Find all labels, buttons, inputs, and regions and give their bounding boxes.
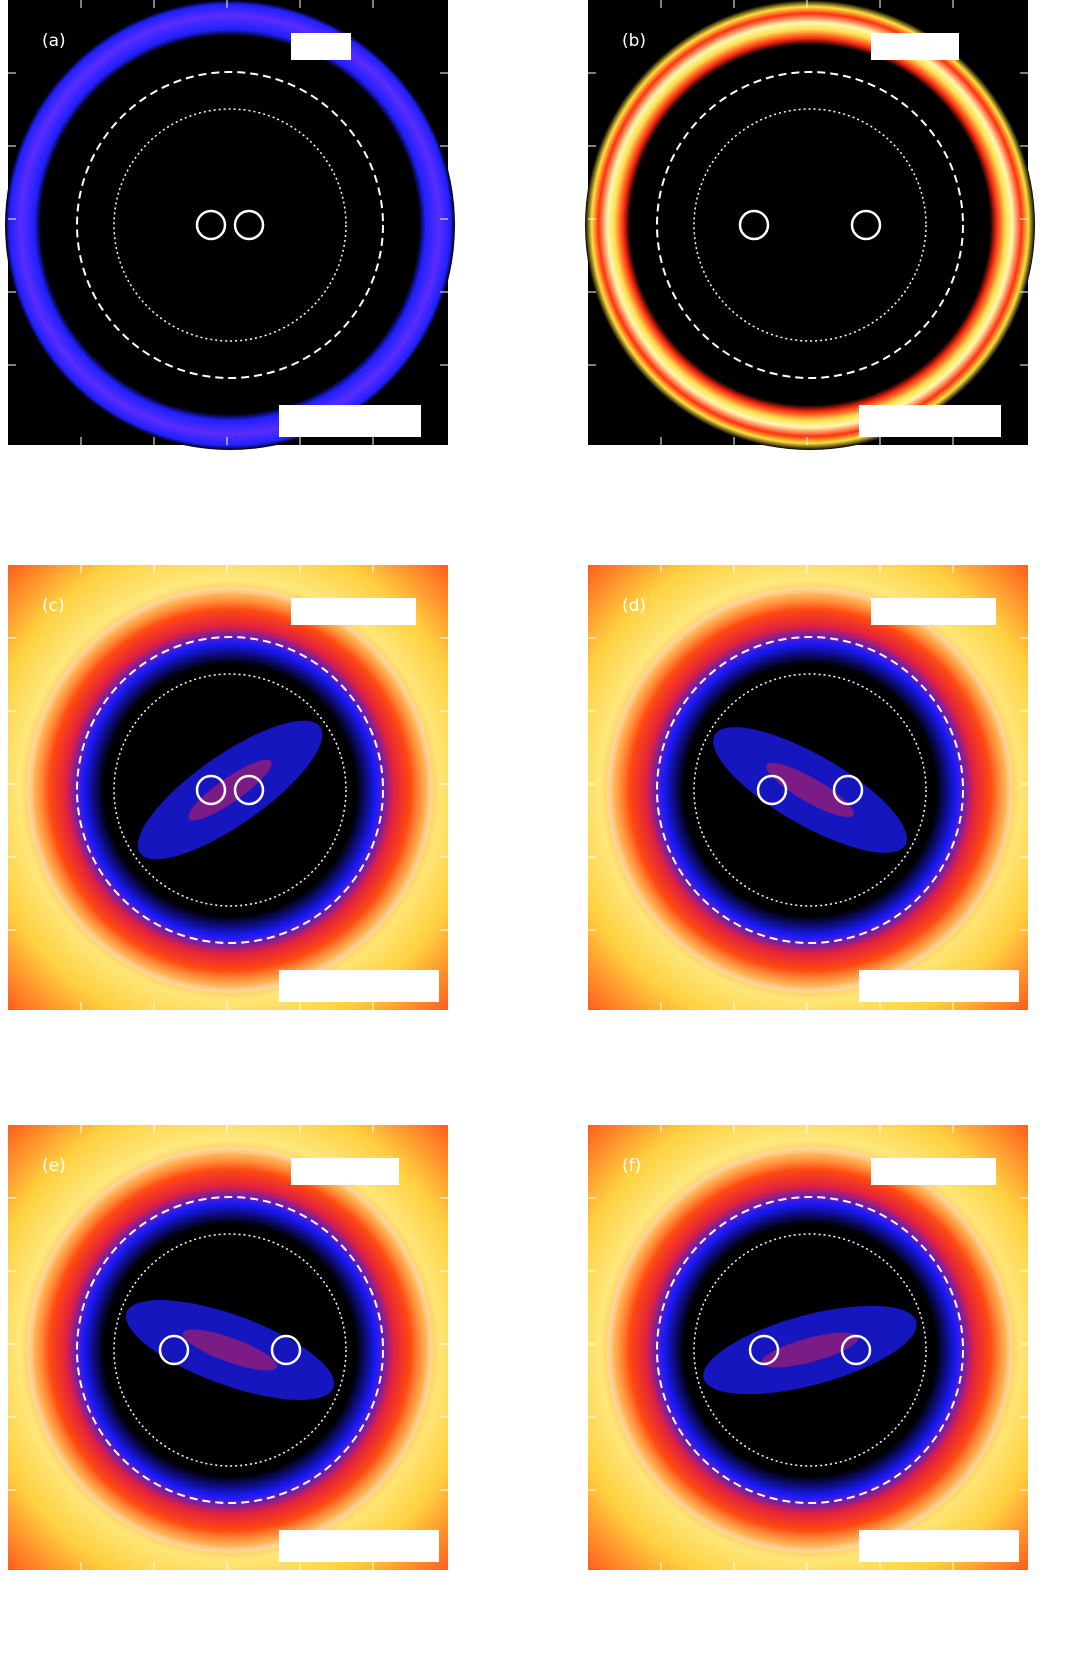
redaction-box [279,1530,439,1562]
dashed-circle [656,71,964,379]
panel: (c) [8,565,448,1010]
redaction-box [871,1158,996,1185]
panel: (e) [8,1125,448,1570]
panel: (f) [588,1125,1028,1570]
dotted-circle [693,108,927,342]
binary-star [195,774,227,806]
binary-star [738,209,770,241]
binary-star [270,1334,302,1366]
binary-star [756,774,788,806]
panel: (b) [585,0,1035,450]
redaction-box [291,598,416,625]
panel-label: (f) [622,1156,641,1176]
dotted-circle [113,1233,347,1467]
binary-star [158,1334,190,1366]
dotted-circle [113,108,347,342]
binary-star [233,209,265,241]
panel-label: (a) [42,31,66,51]
stream-core [761,1332,859,1368]
dotted-circle [693,673,927,907]
dashed-circle [656,636,964,944]
redaction-box [859,1530,1019,1562]
redaction-box [279,970,439,1002]
panel-label: (b) [622,31,646,51]
panel-label: (d) [622,596,646,616]
stream-core [182,1329,278,1371]
dashed-circle [76,1196,384,1504]
density-ring [5,0,455,450]
binary-star [748,1334,780,1366]
binary-star [195,209,227,241]
redaction-box [871,33,959,60]
panel: (a) [5,0,455,450]
panel-label: (c) [42,596,65,616]
binary-star [840,1334,872,1366]
dotted-circle [693,1233,927,1467]
panel-label: (e) [42,1156,66,1176]
redaction-box [291,1158,399,1185]
density-ring [585,0,1035,450]
dashed-circle [656,1196,964,1504]
redaction-box [871,598,996,625]
redaction-box [279,405,421,437]
redaction-box [291,33,351,60]
binary-star [233,774,265,806]
stream-core [188,759,272,821]
stream-core [766,762,854,818]
dashed-circle [76,636,384,944]
redaction-box [859,405,1001,437]
panel: (d) [588,565,1028,1010]
redaction-box [859,970,1019,1002]
binary-star [850,209,882,241]
binary-star [832,774,864,806]
dotted-circle [113,673,347,907]
dashed-circle [76,71,384,379]
